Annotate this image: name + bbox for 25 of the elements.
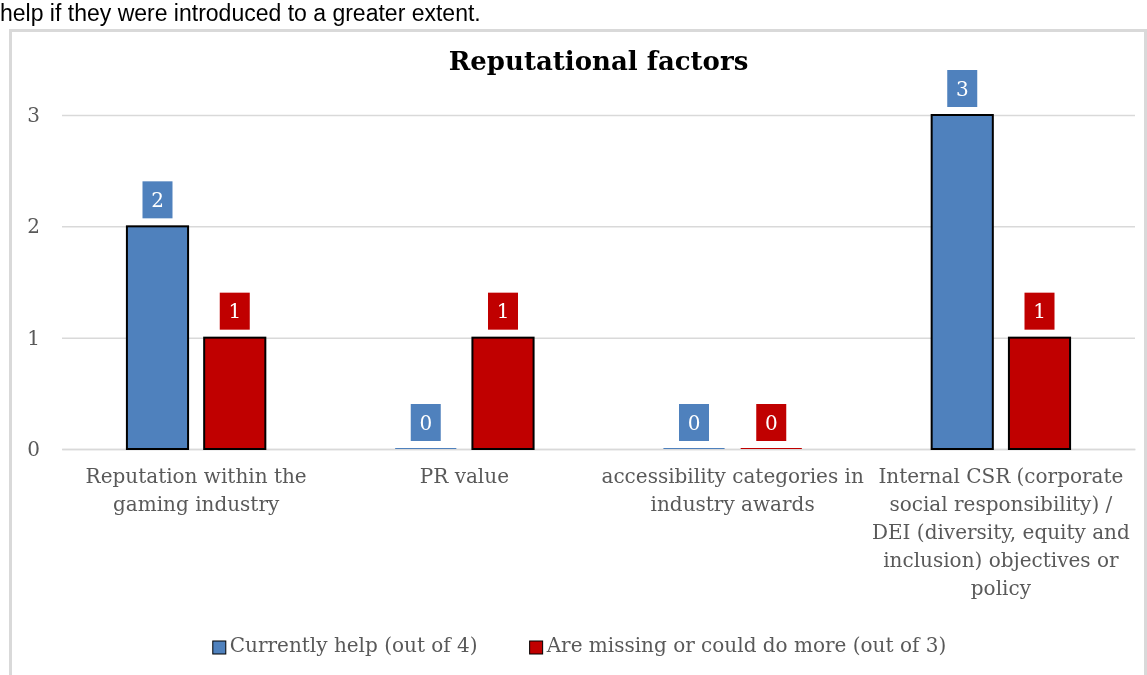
data-label: 0 [419, 410, 433, 435]
legend-label: Are missing or could do more (out of 3) [545, 633, 947, 657]
bar [203, 336, 267, 450]
bar [471, 336, 535, 450]
y-tick-label: 1 [27, 325, 40, 350]
y-tick-label: 0 [27, 436, 40, 461]
bar [930, 114, 994, 450]
y-tick-label: 3 [27, 102, 40, 127]
bar [125, 225, 190, 450]
data-label: 1 [1033, 299, 1046, 324]
chart-title: Reputational factors [448, 46, 749, 76]
text: help if they were introduced to a greater extent. [0, 0, 481, 26]
legend-label: Currently help (out of 4) [229, 633, 478, 657]
y-tick-label: 2 [27, 214, 40, 239]
data-label: 1 [496, 299, 510, 324]
data-label: 2 [151, 187, 164, 212]
data-label: 0 [764, 410, 778, 435]
x-tick-label: Internal CSR (corporate social responsibility) / DEI (diversity, equity and inclusion) objectives or policy [871, 464, 1130, 600]
data-label: 1 [228, 299, 242, 324]
x-tick-label: PR value [419, 464, 509, 488]
x-tick-label: Reputation within the gaming industry [85, 464, 307, 516]
bar [1007, 336, 1072, 450]
data-label: 3 [955, 76, 969, 101]
x-tick-label: accessibility categories in industry awards [601, 464, 864, 516]
data-label: 0 [687, 410, 701, 435]
